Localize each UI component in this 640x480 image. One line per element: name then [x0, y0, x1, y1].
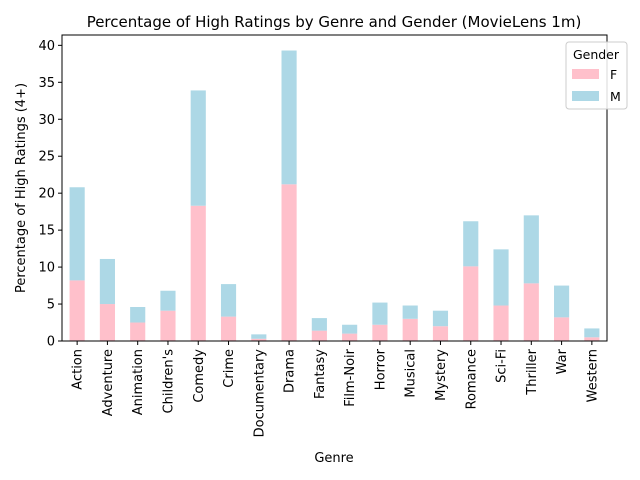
bar-m-13: [463, 221, 479, 267]
x-axis-ticks: Action Adventure Animation Children's Comedy…: [71, 341, 600, 438]
x-tick-label: Romance: [464, 349, 479, 409]
bar-m-10: [372, 302, 388, 325]
bar-f-11: [402, 318, 418, 341]
bar-m-1: [99, 258, 115, 305]
x-tick-label: Horror: [373, 348, 388, 390]
chart-title: Percentage of High Ratings by Genre and …: [87, 13, 582, 31]
y-tick-label: 20: [38, 187, 55, 202]
x-tick-label: Mystery: [434, 349, 449, 401]
y-tick-label: 35: [38, 76, 55, 91]
legend-title: Gender: [573, 47, 620, 62]
x-tick-label: Action: [71, 349, 86, 390]
y-tick-label: 30: [38, 113, 55, 128]
x-tick-label: Comedy: [192, 349, 207, 403]
plot-frame: [61, 34, 608, 342]
y-tick-label: 25: [38, 150, 55, 165]
bar-f-14: [493, 305, 509, 341]
x-tick-label: Film-Noir: [343, 348, 358, 406]
y-tick-label: 0: [47, 335, 55, 350]
bar-m-12: [432, 310, 449, 327]
bar-f-6: [251, 338, 267, 341]
x-tick-label: Children's: [161, 349, 176, 414]
bar-m-8: [311, 318, 327, 331]
bar-f-8: [311, 330, 327, 341]
bar-m-14: [493, 249, 509, 306]
bar-m-4: [190, 90, 206, 206]
x-tick-label: Western: [585, 349, 600, 402]
legend-label-m: M: [610, 89, 621, 104]
x-tick-label: Sci-Fi: [495, 349, 510, 383]
bar-f-1: [99, 304, 115, 341]
y-tick-label: 15: [38, 224, 55, 239]
bar-f-9: [342, 333, 358, 341]
bar-f-2: [130, 322, 146, 341]
x-tick-label: Drama: [283, 349, 298, 393]
bar-f-4: [190, 205, 206, 341]
bar-m-5: [220, 284, 237, 317]
x-tick-label: Fantasy: [313, 349, 328, 399]
x-tick-label: War: [555, 348, 570, 374]
x-tick-label: Musical: [404, 349, 419, 398]
legend: Gender F M: [565, 41, 628, 110]
bar-m-11: [402, 305, 418, 319]
bar-m-17: [584, 328, 600, 338]
bar-m-7: [281, 50, 297, 185]
bar-f-10: [372, 324, 388, 341]
bar-f-13: [463, 266, 479, 341]
bar-f-15: [523, 283, 539, 341]
bar-f-3: [160, 310, 176, 341]
bar-m-9: [342, 324, 358, 334]
bar-m-15: [523, 215, 539, 284]
bar-f-7: [281, 184, 297, 341]
legend-swatch-m: [572, 91, 599, 101]
y-tick-label: 10: [38, 261, 55, 276]
x-axis-label: Genre: [314, 451, 353, 466]
x-tick-label: Thriller: [525, 348, 540, 395]
bar-f-12: [432, 326, 449, 341]
bar-f-0: [69, 280, 85, 341]
x-tick-label: Crime: [222, 349, 237, 388]
bar-m-2: [130, 307, 146, 323]
legend-label-f: F: [610, 67, 617, 82]
x-tick-label: Documentary: [252, 349, 267, 438]
bar-m-3: [160, 290, 176, 311]
x-tick-label: Adventure: [101, 349, 116, 416]
bar-m-16: [554, 285, 570, 318]
bar-f-17: [584, 337, 600, 341]
bar-f-5: [220, 316, 237, 341]
legend-swatch-f: [572, 69, 599, 79]
y-axis-label: Percentage of High Ratings (4+): [14, 83, 29, 293]
bar-m-6: [251, 334, 267, 339]
x-tick-label: Animation: [131, 349, 146, 415]
bars-group: [69, 50, 600, 341]
y-tick-label: 40: [38, 39, 55, 54]
bar-m-0: [69, 187, 85, 281]
y-axis-ticks: 0 5 10 15 20 25 30 35 40: [38, 39, 62, 350]
bar-f-16: [554, 317, 570, 341]
y-tick-label: 5: [47, 298, 55, 313]
